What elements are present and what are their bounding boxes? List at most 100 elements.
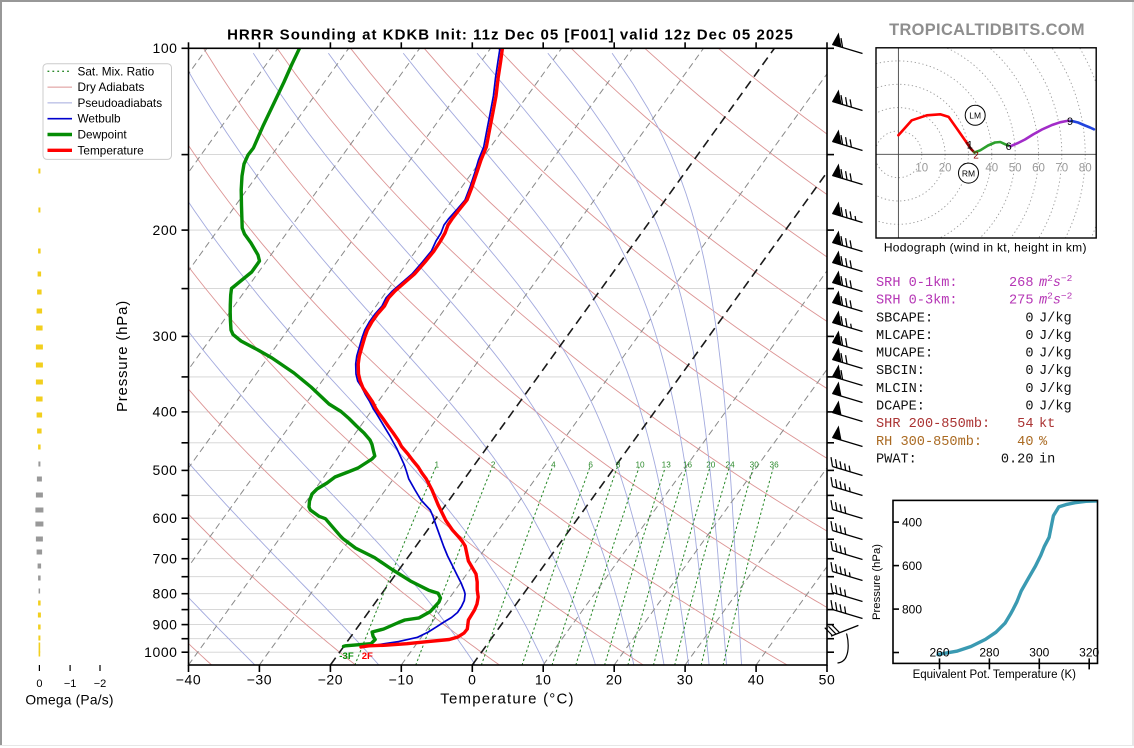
svg-text:40: 40 <box>748 672 765 688</box>
svg-text:Equivalent Pot. Temperature (K: Equivalent Pot. Temperature (K) <box>913 669 1077 681</box>
svg-text:10: 10 <box>535 672 552 688</box>
svg-text:50: 50 <box>819 672 836 688</box>
svg-text:0: 0 <box>1025 311 1033 326</box>
svg-text:400: 400 <box>902 515 922 529</box>
svg-text:RH 300-850mb:: RH 300-850mb: <box>876 435 982 450</box>
svg-text:40: 40 <box>1017 435 1033 450</box>
svg-text:Omega (Pa/s): Omega (Pa/s) <box>25 693 113 708</box>
svg-text:J/kg: J/kg <box>1039 311 1072 326</box>
svg-text:2: 2 <box>491 460 496 469</box>
svg-text:m2s−2: m2s−2 <box>1039 291 1073 309</box>
svg-text:RM: RM <box>962 168 975 178</box>
svg-text:900: 900 <box>152 616 177 632</box>
svg-text:54: 54 <box>1017 417 1033 432</box>
svg-text:60: 60 <box>1032 162 1045 174</box>
svg-text:320: 320 <box>1079 645 1099 659</box>
svg-text:−2: −2 <box>94 678 107 690</box>
svg-text:300: 300 <box>1029 645 1049 659</box>
svg-text:0: 0 <box>1025 400 1033 415</box>
svg-text:275: 275 <box>1009 294 1033 309</box>
svg-text:600: 600 <box>902 559 922 573</box>
svg-text:500: 500 <box>152 462 177 478</box>
svg-text:6: 6 <box>588 460 593 469</box>
svg-text:30: 30 <box>677 672 694 688</box>
svg-text:LM: LM <box>969 111 981 121</box>
svg-text:6: 6 <box>1006 141 1012 153</box>
svg-text:600: 600 <box>152 510 177 526</box>
svg-text:J/kg: J/kg <box>1039 382 1072 397</box>
svg-text:24: 24 <box>726 460 736 469</box>
svg-text:Wetbulb: Wetbulb <box>78 112 122 126</box>
svg-text:−1: −1 <box>64 678 77 690</box>
svg-text:Pressure (hPa): Pressure (hPa) <box>871 544 883 620</box>
svg-text:2F: 2F <box>362 651 373 662</box>
svg-text:4: 4 <box>551 460 556 469</box>
svg-text:%: % <box>1039 435 1048 450</box>
svg-text:400: 400 <box>152 404 177 420</box>
svg-text:Dewpoint: Dewpoint <box>78 128 128 142</box>
svg-text:36: 36 <box>770 460 780 469</box>
svg-text:30: 30 <box>750 460 760 469</box>
svg-text:40: 40 <box>985 162 998 174</box>
svg-text:SHR 200-850mb:: SHR 200-850mb: <box>876 417 990 432</box>
svg-text:PWAT:: PWAT: <box>876 453 917 468</box>
svg-text:300: 300 <box>152 328 177 344</box>
svg-text:Pseudoadiabats: Pseudoadiabats <box>78 96 163 110</box>
svg-text:9: 9 <box>1067 116 1073 128</box>
svg-text:16: 16 <box>683 460 693 469</box>
svg-text:MLCIN:: MLCIN: <box>876 382 925 397</box>
svg-text:0: 0 <box>1025 382 1033 397</box>
svg-text:-3F: -3F <box>339 651 354 662</box>
svg-text:2: 2 <box>973 151 979 162</box>
svg-text:10: 10 <box>635 460 645 469</box>
svg-text:700: 700 <box>152 551 177 567</box>
svg-text:m2s−2: m2s−2 <box>1039 273 1073 291</box>
svg-text:kt: kt <box>1039 417 1055 432</box>
svg-text:−10: −10 <box>389 672 414 688</box>
svg-text:Temperature: Temperature <box>78 143 145 157</box>
svg-text:0: 0 <box>36 678 42 690</box>
svg-text:Pressure (hPa): Pressure (hPa) <box>114 300 131 412</box>
svg-text:SRH 0-3km:: SRH 0-3km: <box>876 294 958 309</box>
svg-text:in: in <box>1039 453 1055 468</box>
svg-text:800: 800 <box>152 586 177 602</box>
svg-text:Sat. Mix. Ratio: Sat. Mix. Ratio <box>78 64 155 78</box>
svg-text:20: 20 <box>939 162 952 174</box>
svg-text:−30: −30 <box>247 672 272 688</box>
svg-text:DCAPE:: DCAPE: <box>876 400 925 415</box>
svg-text:280: 280 <box>979 645 999 659</box>
svg-text:MLCAPE:: MLCAPE: <box>876 329 933 344</box>
svg-text:0: 0 <box>1025 329 1033 344</box>
svg-text:HRRR Sounding at KDKB Init: 11: HRRR Sounding at KDKB Init: 11z Dec 05 [… <box>227 27 794 44</box>
svg-text:13: 13 <box>662 460 672 469</box>
svg-text:J/kg: J/kg <box>1039 347 1072 362</box>
svg-text:SRH 0-1km:: SRH 0-1km: <box>876 276 958 291</box>
svg-text:8: 8 <box>616 460 621 469</box>
svg-text:260: 260 <box>929 645 949 659</box>
svg-text:1: 1 <box>967 140 973 152</box>
svg-text:0.20: 0.20 <box>1001 453 1034 468</box>
svg-text:TROPICALTIDBITS.COM: TROPICALTIDBITS.COM <box>889 21 1085 39</box>
svg-text:0: 0 <box>468 672 476 688</box>
svg-text:80: 80 <box>1079 162 1092 174</box>
svg-text:Hodograph (wind in kt, height: Hodograph (wind in kt, height in km) <box>884 241 1087 255</box>
svg-text:Dry Adiabats: Dry Adiabats <box>78 80 145 94</box>
svg-text:268: 268 <box>1009 276 1033 291</box>
svg-text:J/kg: J/kg <box>1039 364 1072 379</box>
svg-text:0: 0 <box>1025 364 1033 379</box>
svg-text:Temperature (°C): Temperature (°C) <box>440 691 574 708</box>
svg-text:20: 20 <box>706 460 716 469</box>
svg-text:1000: 1000 <box>144 644 177 660</box>
svg-text:50: 50 <box>1009 162 1022 174</box>
svg-text:MUCAPE:: MUCAPE: <box>876 347 933 362</box>
svg-text:SBCIN:: SBCIN: <box>876 364 925 379</box>
svg-text:J/kg: J/kg <box>1039 400 1072 415</box>
svg-text:200: 200 <box>152 222 177 238</box>
svg-text:J/kg: J/kg <box>1039 329 1072 344</box>
svg-text:0: 0 <box>1025 347 1033 362</box>
svg-text:20: 20 <box>606 672 623 688</box>
svg-text:70: 70 <box>1055 162 1068 174</box>
svg-text:−40: −40 <box>176 672 201 688</box>
svg-text:100: 100 <box>152 40 177 56</box>
svg-text:800: 800 <box>902 602 922 616</box>
